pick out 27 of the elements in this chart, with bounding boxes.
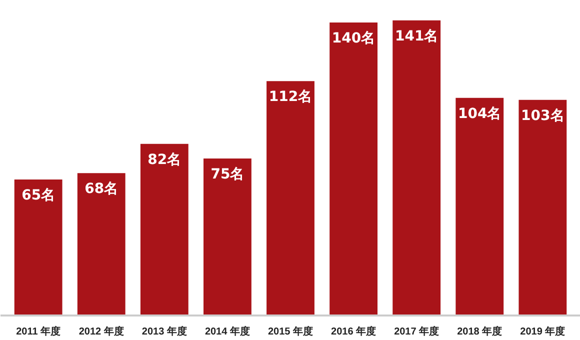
data-label: 104名 [458, 106, 502, 122]
bar [77, 173, 126, 316]
bar [14, 179, 62, 316]
data-label: 68名 [84, 181, 118, 198]
bar [518, 100, 567, 316]
x-tick-label: 2011 年度 [16, 326, 61, 338]
data-label: 112名 [268, 89, 312, 106]
x-tick-label: 2017 年度 [394, 326, 440, 338]
bar [392, 20, 441, 316]
data-label: 65名 [22, 187, 56, 204]
bar [330, 22, 378, 316]
x-tick-label: 2015 年度 [268, 326, 314, 338]
data-label: 82名 [148, 152, 182, 168]
x-tick-label: 2018 年度 [457, 326, 502, 338]
bar [456, 98, 504, 316]
x-tick-label: 2013 年度 [142, 326, 187, 338]
bar [204, 158, 252, 316]
data-label: 141名 [394, 28, 438, 44]
x-tick-label: 2012 年度 [78, 326, 124, 338]
x-tick-label: 2014 年度 [204, 326, 250, 338]
data-label: 103名 [521, 108, 564, 124]
x-tick-label: 2019 年度 [520, 326, 566, 338]
x-tick-label: 2016 年度 [331, 326, 376, 338]
data-label: 140名 [332, 30, 376, 46]
data-label: 75名 [210, 166, 244, 183]
bar [140, 144, 188, 316]
bar [266, 81, 314, 316]
